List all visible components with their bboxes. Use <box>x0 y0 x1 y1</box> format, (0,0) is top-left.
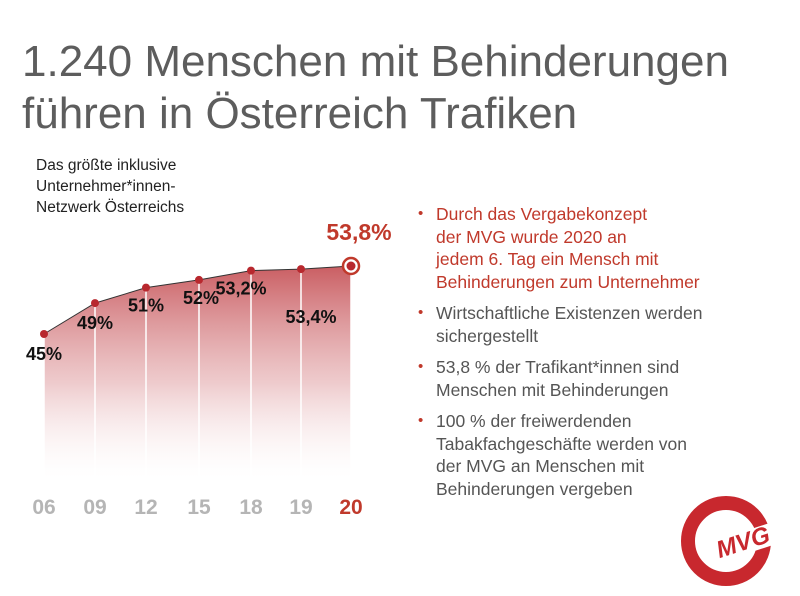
bullet-line: 100 % der freiwerdenden <box>436 411 632 431</box>
chart-point <box>40 330 48 338</box>
chart-point <box>297 265 305 274</box>
chart-data-label: 53,2% <box>215 279 266 299</box>
chart-vertical-lines <box>43 266 352 478</box>
chart-data-label: 49% <box>77 313 113 333</box>
bullet-line: der MVG wurde 2020 an <box>436 226 627 247</box>
bullet-line: der MVG an Menschen mit <box>436 456 645 476</box>
chart-x-tick-label: 09 <box>83 496 106 519</box>
chart-x-tick-label: 20 <box>339 496 362 519</box>
bullet-item: 53,8 % der Trafikant*innen sindMenschen … <box>416 356 796 401</box>
chart-data-label: 52% <box>183 288 219 308</box>
chart-data-label: 53,8% <box>326 219 391 245</box>
chart-data-labels: 45% 49% 51% 52%53,2% 53,4% 53,8% <box>26 219 392 364</box>
bullet-line: Tabakfachgeschäfte werden von <box>436 433 687 454</box>
subtitle-line: Netzwerk Österreichs <box>36 199 185 216</box>
page-title: 1.240 Menschen mit Behinderungen führen … <box>22 36 792 140</box>
bullet-item: 100 % der freiwerdendenTabakfachgeschäft… <box>416 410 796 500</box>
chart-x-tick-label: 12 <box>134 496 157 519</box>
chart-point <box>247 266 255 275</box>
bullet-line: Wirtschaftliche Existenzen werden <box>436 303 703 323</box>
subtitle-line: Unternehmer*innen- <box>36 178 176 195</box>
title-line: führen in Österreich Trafiken <box>22 89 578 138</box>
chart-point <box>195 275 203 284</box>
chart-point <box>346 261 356 271</box>
bullet-line: Behinderungen vergeben <box>436 478 633 499</box>
chart-point <box>142 283 150 292</box>
mvg-logo-icon: MVG <box>681 496 780 586</box>
bullet-line: 53,8 % der Trafikant*innen sind <box>436 357 680 377</box>
bullet-line: jedem 6. Tag ein Mensch mit <box>436 249 659 269</box>
chart-point <box>91 299 99 308</box>
chart-x-tick-label: 19 <box>289 496 312 519</box>
bullet-line: Durch das Vergabekonzept <box>436 204 648 224</box>
chart-x-ticks: 06 09 12 15 18 19 20 <box>32 496 362 519</box>
chart-area-fill <box>44 266 351 478</box>
subtitle-line: Das größte inklusive <box>36 157 177 174</box>
title-line: 1.240 Menschen mit Behinderungen <box>22 37 729 86</box>
bullet-item: Wirtschaftliche Existenzen werdensicherg… <box>416 302 796 347</box>
chart-data-label: 45% <box>26 344 62 364</box>
chart-data-label: 53,4% <box>285 307 336 327</box>
chart-data-label: 51% <box>128 296 164 316</box>
bullet-line: sichergestellt <box>436 325 539 346</box>
bullet-line: Menschen mit Behinderungen <box>436 379 669 400</box>
chart-points <box>40 256 361 338</box>
chart-x-tick-label: 15 <box>187 496 211 519</box>
chart-x-tick-label: 18 <box>239 496 263 519</box>
chart-subtitle: Das größte inklusive Unternehmer*innen- … <box>36 155 296 218</box>
chart-x-tick-label: 06 <box>32 496 55 519</box>
bullet-line: Behinderungen zum Unternehmer <box>436 271 700 292</box>
area-chart: 45% 49% 51% 52%53,2% 53,4% 53,8% 06 09 12 15 18 19… <box>26 219 392 519</box>
